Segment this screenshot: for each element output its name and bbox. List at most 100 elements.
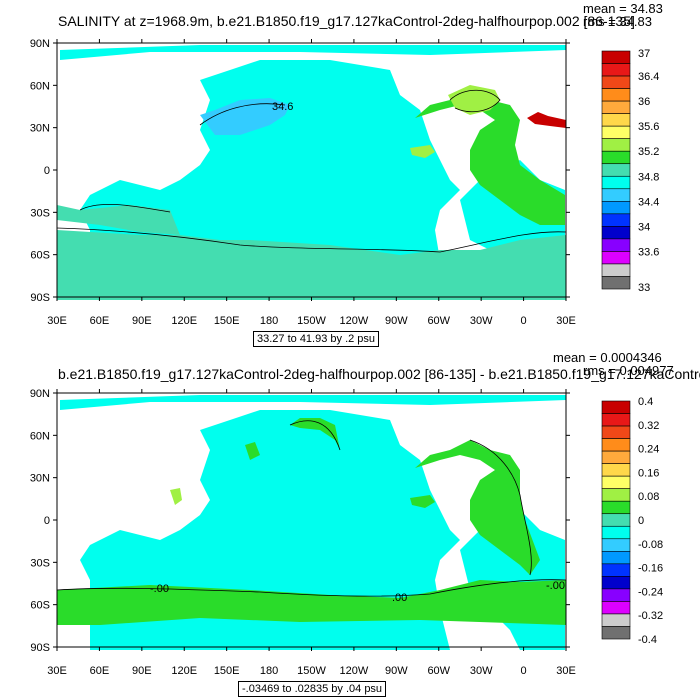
y-tick-label: 60S — [30, 600, 50, 612]
x-tick-label: 90E — [132, 315, 152, 327]
x-tick-label: 0 — [521, 665, 527, 677]
y-tick-label: 0 — [44, 165, 50, 177]
x-tick-label: 150W — [297, 665, 326, 677]
y-tick-label: 60N — [30, 430, 50, 442]
map-svg: 34.6 90N 60N 30N 0 30S 60S 90S 30E 60E 90E 120E 15… — [30, 38, 660, 327]
stat-rms: rms = 34.83 — [583, 14, 653, 29]
colorbar-label: -0.08 — [638, 539, 663, 551]
colorbar-swatch — [601, 551, 631, 565]
map-title: b.e21.B1850.f19_g17.127kaControl-2deg-ha… — [58, 366, 700, 382]
colorbar-label: 34 — [638, 221, 650, 233]
colorbar-label: 0.08 — [638, 491, 659, 503]
colorbar-label: 0.16 — [638, 467, 659, 479]
colorbar: 37 36.4 36 35.6 35.2 34.8 34.4 34 33.6 33 — [601, 48, 659, 294]
x-tick-label: 180 — [260, 315, 278, 327]
map-svg: -.00 .00 -.00 90N 60N 30N 0 30S 60S 90S 30E 60E… — [30, 388, 663, 677]
stat-mean: mean = 34.83 — [583, 1, 663, 16]
x-tick-label: 120W — [340, 315, 369, 327]
colorbar-label: 37 — [638, 48, 650, 60]
colorbar-swatch — [601, 63, 631, 77]
colorbar-swatch — [601, 613, 631, 627]
y-tick-label: 90S — [30, 642, 50, 654]
x-tick-label: 150W — [297, 315, 326, 327]
contour-lines — [56, 89, 567, 253]
colorbar-swatch — [601, 201, 631, 215]
colorbar-swatch — [601, 188, 631, 202]
colorbar-swatch — [601, 150, 631, 165]
y-tick-label: 90N — [30, 388, 50, 400]
colorbar-swatch — [601, 413, 631, 427]
stat-mean: mean = 0.0004346 — [553, 350, 662, 365]
y-tick-label: 30N — [30, 123, 50, 135]
y-tick-label: 30S — [30, 207, 50, 219]
colorbar-swatch — [601, 138, 631, 152]
x-tick-label: 120E — [171, 665, 197, 677]
x-tick-label: 30E — [47, 665, 67, 677]
colorbar-swatch — [601, 425, 631, 439]
contour-label: .00 — [392, 592, 407, 604]
contour-range-label: -.03469 to .02835 by .04 psu — [238, 681, 387, 697]
y-tick-label: 90S — [30, 292, 50, 304]
colorbar-swatch — [601, 113, 631, 127]
colorbar-swatch — [601, 488, 631, 502]
colorbar-label: 33 — [638, 282, 650, 294]
colorbar-label: -0.24 — [638, 586, 663, 598]
y-axis: 90N 60N 30N 0 30S 60S 90S — [30, 388, 570, 654]
colorbar-swatch — [601, 588, 631, 602]
colorbar: 0.4 0.32 0.24 0.16 0.08 0 -0.08 -0.16 -0.24 -0.32… — [601, 396, 663, 646]
colorbar-label: 0.24 — [638, 444, 659, 456]
colorbar-swatch — [601, 213, 631, 227]
x-tick-label: 150E — [214, 665, 240, 677]
y-tick-label: 30N — [30, 473, 50, 485]
x-tick-label: 30E — [556, 665, 576, 677]
colorbar-swatch — [601, 175, 631, 190]
ocean-fill — [57, 395, 566, 650]
colorbar-swatch — [601, 100, 631, 114]
colorbar-swatch — [601, 450, 631, 464]
contour-label: 34.6 — [272, 101, 293, 113]
colorbar-swatch — [601, 626, 631, 640]
colorbar-label: 35.6 — [638, 121, 659, 133]
colorbar-label: 0.32 — [638, 420, 659, 432]
colorbar-swatch — [601, 601, 631, 615]
map-title: SALINITY at z=1968.9m, b.e21.B1850.f19_g… — [58, 13, 635, 29]
colorbar-label: 35.2 — [638, 146, 659, 158]
colorbar-swatch — [601, 576, 631, 590]
colorbar-swatch — [601, 226, 631, 240]
stat-rms: rms = 0.004977 — [583, 363, 674, 378]
colorbar-label: -0.16 — [638, 563, 663, 575]
colorbar-swatch — [601, 563, 631, 577]
colorbar-label: -0.4 — [638, 634, 657, 646]
x-axis: 30E 60E 90E 120E 150E 180 150W 120W 90W 60W 30W 0 30… — [47, 39, 576, 327]
y-tick-label: 0 — [44, 515, 50, 527]
contour-label: -.00 — [150, 583, 169, 595]
x-tick-label: 30W — [470, 665, 493, 677]
x-axis: 30E 60E 90E 120E 150E 180 150W 120W 90W 60W 30W 0 30… — [47, 389, 576, 677]
x-tick-label: 30W — [470, 315, 493, 327]
ocean-fill — [57, 45, 566, 300]
x-tick-label: 60W — [427, 315, 450, 327]
x-tick-label: 90W — [385, 665, 408, 677]
x-tick-label: 30E — [47, 315, 67, 327]
y-tick-label: 30S — [30, 557, 50, 569]
salinity-difference-panel: b.e21.B1850.f19_g17.127kaControl-2deg-ha… — [0, 350, 700, 700]
colorbar-swatch — [601, 276, 631, 290]
y-tick-label: 90N — [30, 38, 50, 50]
colorbar-swatch — [601, 125, 631, 139]
colorbar-swatch — [601, 463, 631, 477]
colorbar-swatch — [601, 50, 631, 64]
colorbar-swatch — [601, 251, 631, 265]
colorbar-label: 36.4 — [638, 71, 659, 83]
colorbar-swatch — [601, 525, 631, 540]
contour-range-label: 33.27 to 41.93 by .2 psu — [253, 331, 380, 347]
x-tick-label: 90E — [132, 665, 152, 677]
contour-lines — [56, 420, 567, 597]
x-tick-label: 60E — [90, 665, 110, 677]
colorbar-label: 34.8 — [638, 171, 659, 183]
x-tick-label: 60W — [427, 665, 450, 677]
y-tick-label: 60S — [30, 250, 50, 262]
colorbar-label: 34.4 — [638, 196, 659, 208]
colorbar-swatch — [601, 400, 631, 414]
colorbar-swatch — [601, 500, 631, 515]
colorbar-swatch — [601, 88, 631, 102]
